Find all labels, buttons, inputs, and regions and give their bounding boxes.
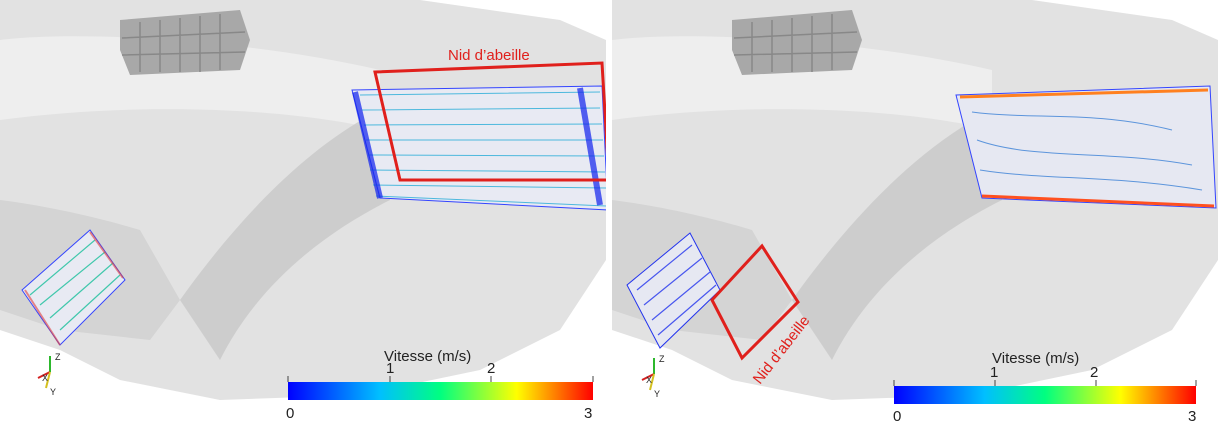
axis-x-label: X — [646, 375, 652, 385]
colorbar — [894, 386, 1196, 404]
velocity-field-plane-right — [351, 85, 606, 211]
left-simulation-panel: Nid d’abeille Z X Y Vitesse (m/s) 0 1 2 … — [0, 0, 606, 435]
honeycomb-grid — [733, 14, 858, 72]
curved-wall — [180, 110, 390, 360]
colorbar-tick-2: 2 — [1090, 364, 1099, 381]
colorbar-tick-3: 3 — [584, 405, 593, 422]
axis-z-label: Z — [55, 352, 61, 362]
axis-x-label: X — [42, 373, 48, 383]
right-3d-view: Nid d’abeille Z X Y — [612, 0, 1218, 404]
axes-triad: Z X Y — [641, 354, 665, 399]
colorbar-tick-0: 0 — [893, 408, 902, 425]
inner-ring — [612, 36, 992, 130]
colorbar-tick-2: 2 — [487, 360, 496, 377]
left-3d-view: Nid d’abeille Z X Y — [0, 0, 606, 400]
honeycomb-grid — [121, 14, 246, 72]
velocity-field-plane-right — [955, 85, 1217, 209]
honeycomb-block — [120, 10, 250, 75]
honeycomb-outline — [373, 61, 606, 182]
inner-ring — [0, 36, 380, 130]
axis-y-label: Y — [50, 387, 56, 397]
colorbar-tick-1: 1 — [990, 364, 999, 381]
honeycomb-outline — [710, 243, 800, 361]
colorbar — [288, 382, 593, 400]
colorbar-title: Vitesse (m/s) — [384, 348, 472, 365]
axis-z-label: Z — [659, 354, 665, 364]
colorbar-tick-3: 3 — [1188, 408, 1197, 425]
colorbar-title: Vitesse (m/s) — [992, 350, 1080, 367]
honeycomb-label: Nid d’abeille — [448, 47, 530, 64]
colorbar-tick-1: 1 — [386, 360, 395, 377]
colorbar-ticks — [893, 380, 1197, 386]
velocity-field-plane-left — [21, 229, 126, 346]
velocity-field-plane-left — [626, 232, 721, 349]
curved-wall — [792, 110, 1002, 360]
honeycomb-block — [732, 10, 862, 75]
colorbar-ticks — [287, 376, 594, 382]
colorbar-tick-0: 0 — [286, 405, 295, 422]
right-simulation-panel: Nid d’abeille Z X Y Vitesse (m/s) 0 1 2 … — [612, 0, 1218, 435]
axes-triad: Z X Y — [37, 352, 61, 397]
axis-y-label: Y — [654, 389, 660, 399]
